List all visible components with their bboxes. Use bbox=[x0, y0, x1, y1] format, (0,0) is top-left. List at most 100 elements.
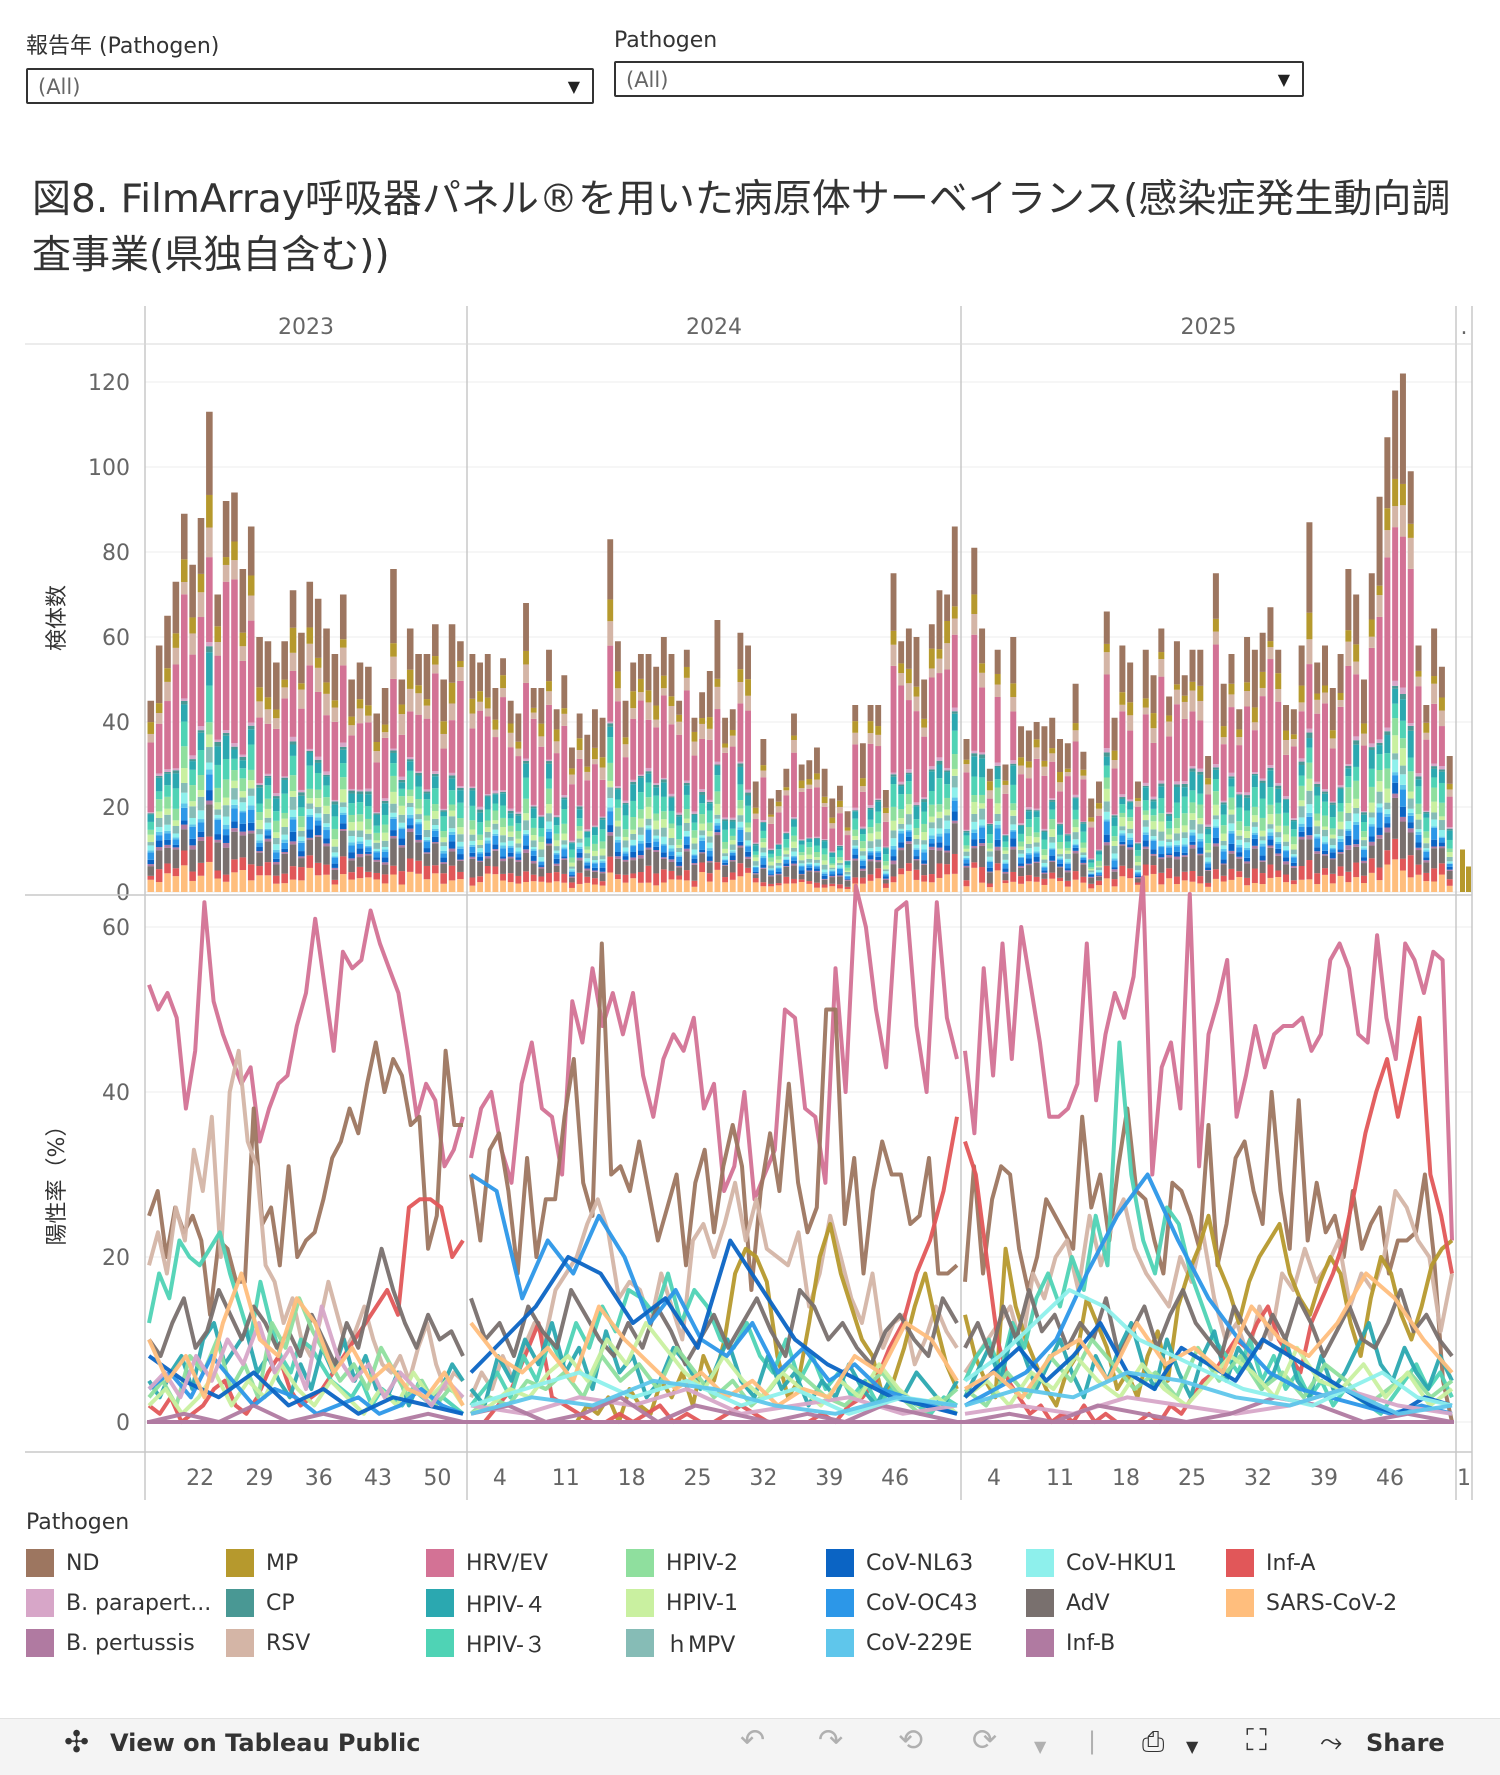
stacked-bar-segment bbox=[1213, 843, 1219, 846]
stacked-bar-segment bbox=[852, 808, 858, 810]
stacked-bar-segment bbox=[290, 797, 297, 810]
stacked-bar-segment bbox=[1236, 808, 1242, 822]
stacked-bar-segment bbox=[914, 856, 920, 859]
stacked-bar-segment bbox=[914, 697, 920, 712]
legend-item[interactable]: CoV-HKU1 bbox=[1026, 1543, 1226, 1583]
stacked-bar-segment bbox=[1143, 698, 1149, 707]
stacked-bar-segment bbox=[699, 803, 705, 814]
stacked-bar-segment bbox=[1065, 868, 1071, 870]
stacked-bar-segment bbox=[1018, 863, 1024, 866]
fullscreen-icon[interactable]: ⛶ bbox=[1246, 1723, 1267, 1758]
legend-item[interactable]: HPIV-４ bbox=[426, 1583, 626, 1623]
legend-item[interactable]: ND bbox=[26, 1543, 226, 1583]
stacked-bar-segment bbox=[198, 726, 205, 730]
legend-item[interactable]: AdV bbox=[1026, 1583, 1226, 1623]
stacked-bar-segment bbox=[1174, 845, 1180, 847]
stacked-bar-segment bbox=[1166, 736, 1172, 812]
stacked-bar-segment bbox=[898, 868, 904, 874]
stacked-bar-segment bbox=[952, 787, 958, 797]
legend-item[interactable]: ｈMPV bbox=[626, 1623, 826, 1663]
stacked-bar-segment bbox=[971, 548, 977, 595]
stacked-bar-segment bbox=[661, 828, 667, 837]
stacked-bar-segment bbox=[265, 830, 272, 835]
share-icon[interactable]: ⤳ bbox=[1320, 1725, 1342, 1759]
stacked-bar-segment bbox=[449, 866, 456, 881]
stacked-bar-segment bbox=[1275, 870, 1281, 877]
stacked-bar-segment bbox=[432, 829, 439, 831]
stacked-bar-segment bbox=[1400, 766, 1406, 775]
stacked-bar-segment bbox=[1252, 839, 1258, 846]
stacked-bar-segment bbox=[1431, 777, 1437, 787]
stacked-bar-segment bbox=[646, 848, 652, 850]
stacked-bar-segment bbox=[531, 828, 537, 835]
stacked-bar-segment bbox=[515, 862, 521, 876]
stacked-bar-segment bbox=[415, 799, 422, 809]
stacked-bar-segment bbox=[722, 842, 728, 849]
stacked-bar-segment bbox=[1065, 881, 1071, 887]
stacked-bar-segment bbox=[1080, 863, 1086, 864]
stacked-bar-segment bbox=[921, 824, 927, 832]
stacked-bar-segment bbox=[1018, 847, 1024, 850]
stacked-bar-segment bbox=[1143, 714, 1149, 783]
revert-icon[interactable]: ⟲ bbox=[898, 1723, 923, 1758]
stacked-bar-segment bbox=[1377, 770, 1383, 781]
legend-item[interactable]: B. pertussis bbox=[26, 1623, 226, 1663]
legend-item[interactable]: CoV-OC43 bbox=[826, 1583, 1026, 1623]
stacked-bar-segment bbox=[630, 840, 636, 845]
stacked-bar-segment bbox=[1306, 748, 1312, 763]
legend-item[interactable]: B. parapert... bbox=[26, 1583, 226, 1623]
legend-item[interactable]: HPIV-2 bbox=[626, 1543, 826, 1583]
download-dropdown-icon[interactable]: ▼ bbox=[1186, 1737, 1198, 1756]
stacked-bar-segment bbox=[852, 811, 858, 818]
stacked-bar-segment bbox=[399, 871, 406, 884]
stacked-bar-segment bbox=[273, 884, 280, 892]
stacked-bar-segment bbox=[315, 763, 322, 773]
stacked-bar-segment bbox=[1018, 884, 1024, 892]
legend-item[interactable]: HPIV-３ bbox=[426, 1623, 626, 1663]
stacked-bar-segment bbox=[577, 826, 583, 831]
stacked-bar-segment bbox=[979, 843, 985, 846]
stacked-bar-segment bbox=[929, 678, 935, 767]
stacked-bar-segment bbox=[1392, 775, 1398, 783]
legend-item[interactable]: Inf-A bbox=[1226, 1543, 1426, 1583]
stacked-bar-segment bbox=[1416, 850, 1422, 865]
share-button[interactable]: Share bbox=[1366, 1729, 1445, 1757]
stacked-bar-segment bbox=[156, 713, 163, 724]
stacked-bar-segment bbox=[1353, 674, 1359, 736]
stacked-bar-segment bbox=[676, 848, 682, 852]
legend-swatch bbox=[26, 1549, 54, 1577]
legend-item[interactable]: SARS-CoV-2 bbox=[1226, 1583, 1426, 1623]
stacked-bar-segment bbox=[745, 868, 751, 873]
stacked-bar-segment bbox=[1330, 805, 1336, 817]
stacked-bar-segment bbox=[891, 838, 897, 846]
stacked-bar-segment bbox=[868, 808, 874, 810]
legend-item[interactable]: MP bbox=[226, 1543, 426, 1583]
stacked-bar-segment bbox=[684, 837, 690, 845]
download-icon[interactable]: ⎙ bbox=[1142, 1725, 1164, 1759]
stacked-bar-segment bbox=[440, 884, 447, 892]
legend-item[interactable]: Inf-B bbox=[1026, 1623, 1226, 1663]
undo-icon[interactable]: ↶ bbox=[740, 1723, 765, 1758]
legend-item[interactable]: HRV/EV bbox=[426, 1543, 626, 1583]
legend-item[interactable]: CP bbox=[226, 1583, 426, 1623]
refresh-icon[interactable]: ⟳ bbox=[972, 1723, 997, 1758]
stacked-bar-segment bbox=[1252, 650, 1258, 708]
pause-dropdown-icon[interactable]: ▼ bbox=[1034, 1737, 1046, 1756]
legend-item[interactable]: RSV bbox=[226, 1623, 426, 1663]
stacked-bar-segment bbox=[382, 857, 389, 862]
legend-item[interactable]: CoV-229E bbox=[826, 1623, 1026, 1663]
report-year-dropdown[interactable]: (All) ▼ bbox=[26, 68, 594, 104]
view-on-tableau-link[interactable]: View on Tableau Public bbox=[110, 1729, 420, 1757]
stacked-bar-segment bbox=[615, 837, 621, 840]
stacked-bar-segment bbox=[457, 827, 464, 834]
legend-item[interactable]: HPIV-1 bbox=[626, 1583, 826, 1623]
stacked-bar-segment bbox=[760, 777, 766, 820]
pathogen-dropdown[interactable]: (All) ▼ bbox=[614, 61, 1304, 97]
stacked-bar-segment bbox=[783, 854, 789, 857]
stacked-bar-segment bbox=[1377, 835, 1383, 839]
stacked-bar-segment bbox=[921, 865, 927, 875]
legend-item[interactable]: CoV-NL63 bbox=[826, 1543, 1026, 1583]
redo-icon[interactable]: ↷ bbox=[818, 1723, 843, 1758]
stacked-bar-segment bbox=[987, 790, 993, 798]
stacked-bar-segment bbox=[730, 836, 736, 840]
